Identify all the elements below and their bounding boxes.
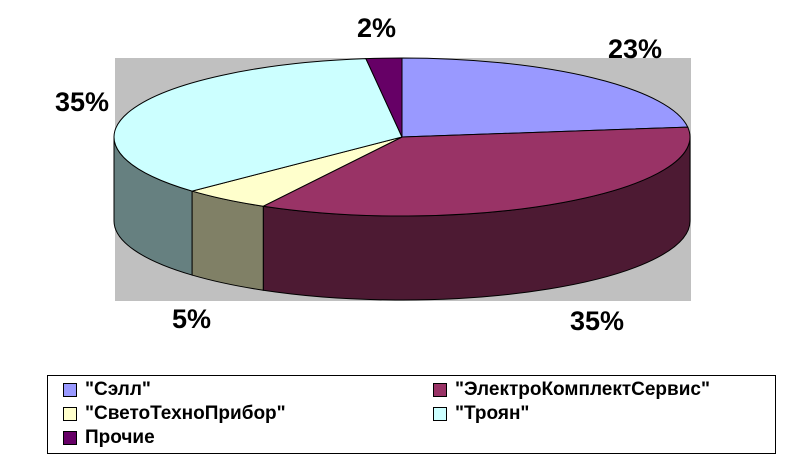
data-label-svetotekhnopribor: 5% — [172, 304, 211, 334]
data-label-elektrokomplektservis: 35% — [570, 306, 624, 336]
legend-item-sell: "Сэлл" — [63, 379, 151, 401]
data-label-sell: 23% — [608, 34, 662, 64]
pie-slice-prochie — [365, 57, 403, 138]
data-label-troyan: 35% — [55, 87, 109, 117]
pie-slice-sell — [401, 57, 689, 138]
pie-sides — [113, 136, 691, 301]
pie-slice-elektrokomplektservis — [261, 126, 691, 217]
legend-swatch-prochie — [63, 431, 77, 445]
legend-swatch-svetotekhnopribor — [63, 407, 77, 421]
pie-slice-troyan — [113, 58, 403, 192]
pie-tops — [113, 57, 691, 217]
legend-item-prochie: Прочие — [63, 427, 155, 449]
legend-label-sell: "Сэлл" — [85, 379, 151, 400]
legend-swatch-troyan — [433, 407, 447, 421]
legend-item-svetotekhnopribor: "СветоТехноПрибор" — [63, 403, 286, 425]
legend-item-troyan: "Троян" — [433, 403, 529, 425]
legend-swatch-sell — [63, 383, 77, 397]
legend-label-troyan: "Троян" — [455, 403, 530, 424]
pie-side-svetotekhnopribor — [191, 190, 264, 291]
data-label-prochie: 2% — [357, 13, 396, 43]
chart-legend: "Сэлл" "ЭлектроКомплектСервис" "СветоТех… — [47, 375, 776, 454]
legend-swatch-elektrokomplektservis — [433, 383, 447, 397]
legend-label-prochie: Прочие — [85, 427, 155, 448]
legend-label-elektrokomplektservis: "ЭлектроКомплектСервис" — [455, 379, 710, 400]
legend-item-elektrokomplektservis: "ЭлектроКомплектСервис" — [433, 379, 710, 401]
legend-label-svetotekhnopribor: "СветоТехноПрибор" — [85, 403, 286, 424]
